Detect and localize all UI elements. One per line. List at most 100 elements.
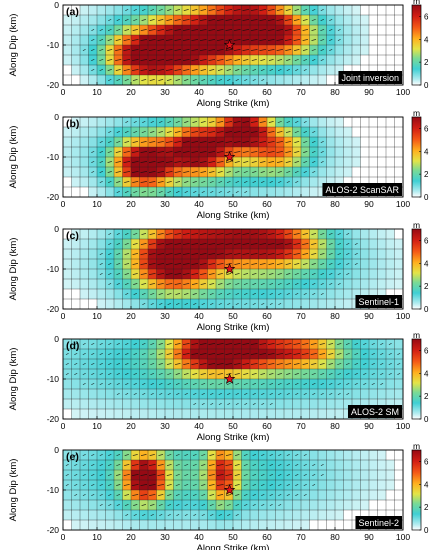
slip-cell bbox=[292, 298, 302, 310]
slip-cell bbox=[385, 14, 395, 26]
slip-cell bbox=[309, 509, 319, 521]
slip-cell bbox=[377, 248, 387, 260]
slip-cell bbox=[71, 24, 81, 36]
rake-arrow bbox=[269, 69, 274, 71]
slip-cell bbox=[79, 238, 89, 250]
slip-cell bbox=[377, 238, 387, 250]
slip-cell bbox=[71, 44, 81, 56]
rake-arrow bbox=[225, 474, 233, 476]
rake-arrow bbox=[260, 171, 265, 173]
rake-arrow bbox=[208, 141, 216, 143]
slip-cell bbox=[79, 398, 89, 410]
rake-arrow bbox=[218, 393, 222, 395]
dataset-badge-text: Joint inversion bbox=[341, 73, 399, 83]
x-tick-label: 30 bbox=[160, 199, 170, 209]
slip-cell bbox=[79, 519, 89, 531]
x-tick-label: 50 bbox=[228, 311, 238, 321]
slip-cell bbox=[326, 408, 336, 420]
rake-arrow bbox=[99, 464, 103, 466]
rake-arrow bbox=[183, 9, 189, 11]
x-tick-label: 40 bbox=[194, 199, 204, 209]
rake-arrow bbox=[157, 263, 165, 265]
slip-cell bbox=[79, 54, 89, 66]
rake-arrow bbox=[150, 303, 154, 305]
rake-arrow bbox=[107, 161, 112, 163]
rake-arrow bbox=[167, 303, 172, 305]
rake-arrow bbox=[208, 273, 215, 275]
slip-cell bbox=[113, 509, 123, 521]
slip-cell bbox=[351, 136, 361, 148]
rake-arrow bbox=[295, 474, 299, 476]
rake-arrow bbox=[242, 39, 250, 41]
rake-arrow bbox=[165, 273, 173, 275]
rake-arrow bbox=[225, 121, 233, 123]
rake-arrow bbox=[242, 141, 250, 143]
rake-arrow bbox=[192, 454, 197, 456]
rake-arrow bbox=[233, 353, 241, 355]
slip-cell bbox=[266, 519, 276, 531]
slip-cell bbox=[147, 398, 157, 410]
slip-cell bbox=[215, 519, 225, 531]
rake-arrow bbox=[260, 484, 265, 486]
rake-arrow bbox=[388, 353, 392, 355]
x-tick-label: 0 bbox=[61, 87, 66, 97]
rake-arrow bbox=[243, 273, 249, 275]
rake-arrow bbox=[233, 363, 241, 365]
x-tick-label: 80 bbox=[330, 87, 340, 97]
rake-arrow bbox=[175, 383, 180, 385]
slip-cell bbox=[62, 156, 72, 168]
rake-arrow bbox=[133, 233, 138, 235]
rake-arrow bbox=[312, 474, 316, 476]
rake-arrow bbox=[124, 263, 130, 265]
y-tick-label: -10 bbox=[47, 40, 60, 50]
rake-arrow bbox=[131, 474, 139, 476]
rake-arrow bbox=[141, 363, 146, 365]
rake-arrow bbox=[276, 161, 283, 163]
x-tick-label: 10 bbox=[92, 199, 102, 209]
slip-cell bbox=[385, 4, 395, 16]
rake-arrow bbox=[125, 393, 129, 395]
rake-arrow bbox=[99, 141, 103, 143]
rake-arrow bbox=[293, 243, 301, 245]
slip-cell bbox=[326, 499, 336, 511]
rake-arrow bbox=[234, 373, 240, 375]
rake-arrow bbox=[209, 454, 215, 456]
rake-arrow bbox=[259, 243, 267, 245]
rake-arrow bbox=[277, 283, 282, 285]
rake-arrow bbox=[124, 131, 129, 133]
rake-arrow bbox=[140, 141, 147, 143]
rake-arrow bbox=[243, 171, 248, 173]
slip-cell bbox=[394, 126, 404, 138]
slip-cell bbox=[377, 479, 387, 491]
rake-arrow bbox=[312, 293, 316, 295]
slip-cell bbox=[79, 288, 89, 300]
rake-arrow bbox=[312, 171, 316, 173]
slip-cell bbox=[71, 268, 81, 280]
colorbar-tick-label: 2 bbox=[424, 503, 429, 512]
rake-arrow bbox=[208, 343, 216, 345]
colorbar-tick-label: 2 bbox=[424, 392, 429, 401]
rake-arrow bbox=[278, 454, 282, 456]
x-tick-label: 100 bbox=[396, 87, 410, 97]
rake-arrow bbox=[174, 69, 182, 71]
slip-cell bbox=[258, 186, 268, 198]
rake-arrow bbox=[140, 49, 148, 51]
rake-arrow bbox=[267, 233, 275, 235]
rake-arrow bbox=[267, 353, 275, 355]
rake-arrow bbox=[65, 474, 69, 476]
rake-arrow bbox=[294, 273, 299, 275]
slip-cell bbox=[351, 469, 361, 481]
slip-cell bbox=[88, 238, 98, 250]
x-tick-label: 0 bbox=[61, 532, 66, 542]
x-tick-label: 60 bbox=[262, 311, 272, 321]
rake-arrow bbox=[226, 181, 231, 183]
slip-cell bbox=[334, 288, 344, 300]
rake-arrow bbox=[329, 19, 333, 21]
rake-arrow bbox=[140, 69, 148, 71]
slip-cell bbox=[275, 186, 285, 198]
rake-arrow bbox=[311, 263, 316, 265]
slip-cell bbox=[394, 4, 404, 16]
slip-cell bbox=[326, 64, 336, 76]
rake-arrow bbox=[142, 514, 146, 516]
